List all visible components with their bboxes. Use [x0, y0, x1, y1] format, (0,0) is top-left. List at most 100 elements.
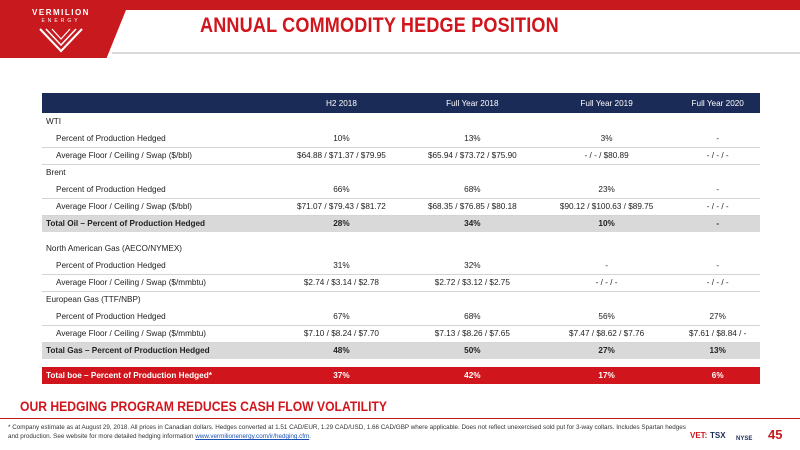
table-cell: $2.74 / $3.14 / $2.78 [276, 274, 407, 292]
row-label: Average Floor / Ceiling / Swap ($/bbl) [42, 198, 276, 216]
row-label: Average Floor / Ceiling / Swap ($/mmbtu) [42, 325, 276, 343]
spacer-row [42, 232, 760, 240]
total-row-gas: Total Gas – Percent of Production Hedged… [42, 342, 760, 359]
section-label: Brent [46, 168, 66, 178]
table-cell: 34% [406, 215, 538, 232]
row-label: Percent of Production Hedged [42, 257, 276, 275]
table-cell: 56% [537, 308, 676, 326]
table-cell: 17% [537, 367, 676, 384]
table-row: Percent of Production Hedged 10% 13% 3% … [42, 130, 760, 148]
table-row: Average Floor / Ceiling / Swap ($/bbl) $… [42, 198, 760, 216]
table-row: Percent of Production Hedged 31% 32% - - [42, 257, 760, 275]
table-cell: - / - / - [537, 274, 676, 292]
slide-header: VERMILION ENERGY ANNUAL COMMODITY HEDGE … [0, 0, 800, 58]
table-cell: 23% [537, 181, 676, 199]
table-header-row: H2 2018 Full Year 2018 Full Year 2019 Fu… [42, 93, 760, 113]
page-number: 45 [768, 427, 783, 442]
table-cell: $65.94 / $73.72 / $75.90 [406, 147, 538, 165]
table-cell: 13% [675, 342, 760, 359]
table-cell: $64.88 / $71.37 / $79.95 [276, 147, 407, 165]
brand-sub: ENERGY [41, 18, 81, 24]
table-cell: - / - / - [675, 274, 760, 292]
column-header [42, 93, 276, 113]
table-cell: 68% [406, 181, 538, 199]
table-cell: 32% [406, 257, 538, 275]
section-row-brent: Brent [42, 164, 760, 181]
table-cell: - [675, 130, 760, 148]
column-header: Full Year 2020 [675, 93, 760, 113]
table-cell: - / - / $80.89 [537, 147, 676, 165]
table-cell: 37% [276, 367, 407, 384]
section-row-wti: WTI [42, 113, 760, 130]
row-label: Total boe – Percent of Production Hedged… [42, 367, 276, 384]
table-cell: - [675, 181, 760, 199]
section-label: WTI [46, 117, 62, 126]
table-cell: $7.10 / $8.24 / $7.70 [276, 325, 407, 343]
total-row-boe: Total boe – Percent of Production Hedged… [42, 367, 760, 384]
ticker-nyse: NYSE [736, 436, 753, 442]
table-cell: - / - / - [675, 198, 760, 216]
table-cell: 10% [276, 130, 407, 148]
table-cell: 27% [675, 308, 760, 326]
section-label: North American Gas (AECO/NYMEX) [46, 244, 183, 253]
table-cell: 3% [537, 130, 676, 148]
spacer-row [42, 359, 760, 367]
table-cell: 68% [406, 308, 538, 326]
header-red-band [100, 0, 800, 10]
footer-divider [0, 418, 800, 419]
footnote-end: . [309, 433, 311, 440]
table-cell: 42% [406, 367, 538, 384]
table-cell: $68.35 / $76.85 / $80.18 [406, 198, 538, 216]
hedging-link[interactable]: www.vermilionenergy.com/ir/hedging.cfm [195, 433, 310, 440]
brand-name: VERMILION [32, 8, 90, 17]
table-row: Percent of Production Hedged 67% 68% 56%… [42, 308, 760, 326]
brand-logo: VERMILION ENERGY [0, 0, 130, 58]
table-cell: 6% [675, 367, 760, 384]
table-cell: $7.47 / $8.62 / $7.76 [537, 325, 676, 343]
hedge-table: H2 2018 Full Year 2018 Full Year 2019 Fu… [42, 93, 760, 384]
footnote-text: * Company estimate as at August 29, 2018… [8, 424, 686, 440]
page-title: ANNUAL COMMODITY HEDGE POSITION [200, 14, 559, 37]
table-row: Average Floor / Ceiling / Swap ($/bbl) $… [42, 147, 760, 165]
table-cell: 67% [276, 308, 407, 326]
table-cell: 13% [406, 130, 538, 148]
table-cell: 31% [276, 257, 407, 275]
section-label: European Gas (TTF/NBP) [46, 295, 141, 305]
footnote: * Company estimate as at August 29, 2018… [8, 423, 698, 441]
table-cell: $90.12 / $100.63 / $89.75 [537, 198, 676, 216]
table-row: Percent of Production Hedged 66% 68% 23%… [42, 181, 760, 199]
table-cell: $71.07 / $79.43 / $81.72 [276, 198, 407, 216]
ticker-vet: VET: [690, 431, 708, 440]
table-cell: 27% [537, 342, 676, 359]
spacer-cell [42, 232, 760, 240]
row-label: Average Floor / Ceiling / Swap ($/mmbtu) [42, 274, 276, 292]
table-cell: 10% [537, 215, 676, 232]
logo-chevron-icon [39, 28, 83, 53]
row-label: Percent of Production Hedged [42, 308, 276, 326]
table-cell: - [537, 257, 676, 275]
table-cell: $2.72 / $3.12 / $2.75 [406, 274, 538, 292]
row-label: Total Oil – Percent of Production Hedged [42, 215, 276, 232]
row-label: Total Gas – Percent of Production Hedged [42, 342, 276, 359]
table-cell: - [675, 257, 760, 275]
tagline: OUR HEDGING PROGRAM REDUCES CASH FLOW VO… [20, 399, 387, 414]
table-row: Average Floor / Ceiling / Swap ($/mmbtu)… [42, 325, 760, 343]
column-header: H2 2018 [276, 93, 407, 113]
row-label: Percent of Production Hedged [42, 130, 276, 148]
exchange-badges: VET: TSX NYSE [690, 428, 760, 444]
ticker-tsx: TSX [710, 431, 726, 440]
title-divider [112, 52, 800, 54]
table-cell: - / - / - [675, 147, 760, 165]
row-label: Average Floor / Ceiling / Swap ($/bbl) [42, 147, 276, 165]
section-row-eu-gas: European Gas (TTF/NBP) [42, 291, 760, 308]
table-cell: $7.13 / $8.26 / $7.65 [406, 325, 538, 343]
table-cell: 50% [406, 342, 538, 359]
spacer-cell [42, 359, 760, 367]
section-row-na-gas: North American Gas (AECO/NYMEX) [42, 240, 760, 257]
hedge-table-container: H2 2018 Full Year 2018 Full Year 2019 Fu… [42, 93, 760, 384]
table-cell: 48% [276, 342, 407, 359]
row-label: Percent of Production Hedged [42, 181, 276, 199]
table-row: Average Floor / Ceiling / Swap ($/mmbtu)… [42, 274, 760, 292]
column-header: Full Year 2018 [406, 93, 538, 113]
table-cell: 28% [276, 215, 407, 232]
